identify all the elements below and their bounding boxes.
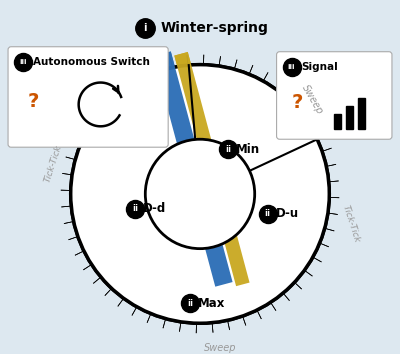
Text: ii: ii — [187, 299, 193, 308]
Polygon shape — [174, 52, 250, 286]
Text: Winter-spring: Winter-spring — [160, 21, 268, 35]
Text: Min: Min — [236, 143, 260, 156]
Text: Sweep: Sweep — [204, 343, 236, 353]
Polygon shape — [61, 55, 339, 333]
Polygon shape — [154, 51, 232, 287]
Polygon shape — [174, 52, 250, 286]
Text: ii: ii — [265, 209, 271, 218]
Text: iii: iii — [19, 59, 27, 65]
Polygon shape — [154, 51, 232, 287]
Bar — [358, 98, 365, 129]
Text: D-u: D-u — [276, 207, 299, 220]
Text: ?: ? — [292, 93, 303, 112]
Text: Max: Max — [198, 297, 225, 310]
Text: ?: ? — [27, 92, 38, 111]
Text: Signal: Signal — [302, 62, 338, 72]
FancyBboxPatch shape — [276, 52, 392, 139]
Bar — [346, 107, 353, 129]
Text: Autonomous Switch: Autonomous Switch — [33, 57, 150, 67]
Circle shape — [72, 65, 328, 322]
FancyBboxPatch shape — [8, 47, 168, 147]
Text: Sweep: Sweep — [300, 83, 324, 116]
Text: i: i — [144, 23, 147, 33]
Text: Tick-Tick: Tick-Tick — [42, 144, 63, 184]
Text: D-d: D-d — [143, 202, 166, 215]
Polygon shape — [61, 55, 339, 333]
Text: ii: ii — [225, 145, 231, 154]
Circle shape — [145, 139, 255, 249]
Circle shape — [72, 65, 328, 322]
Bar — [334, 114, 341, 129]
Text: iii: iii — [288, 64, 295, 70]
Text: Tick-Tick: Tick-Tick — [341, 204, 362, 244]
Text: ii: ii — [132, 204, 138, 213]
